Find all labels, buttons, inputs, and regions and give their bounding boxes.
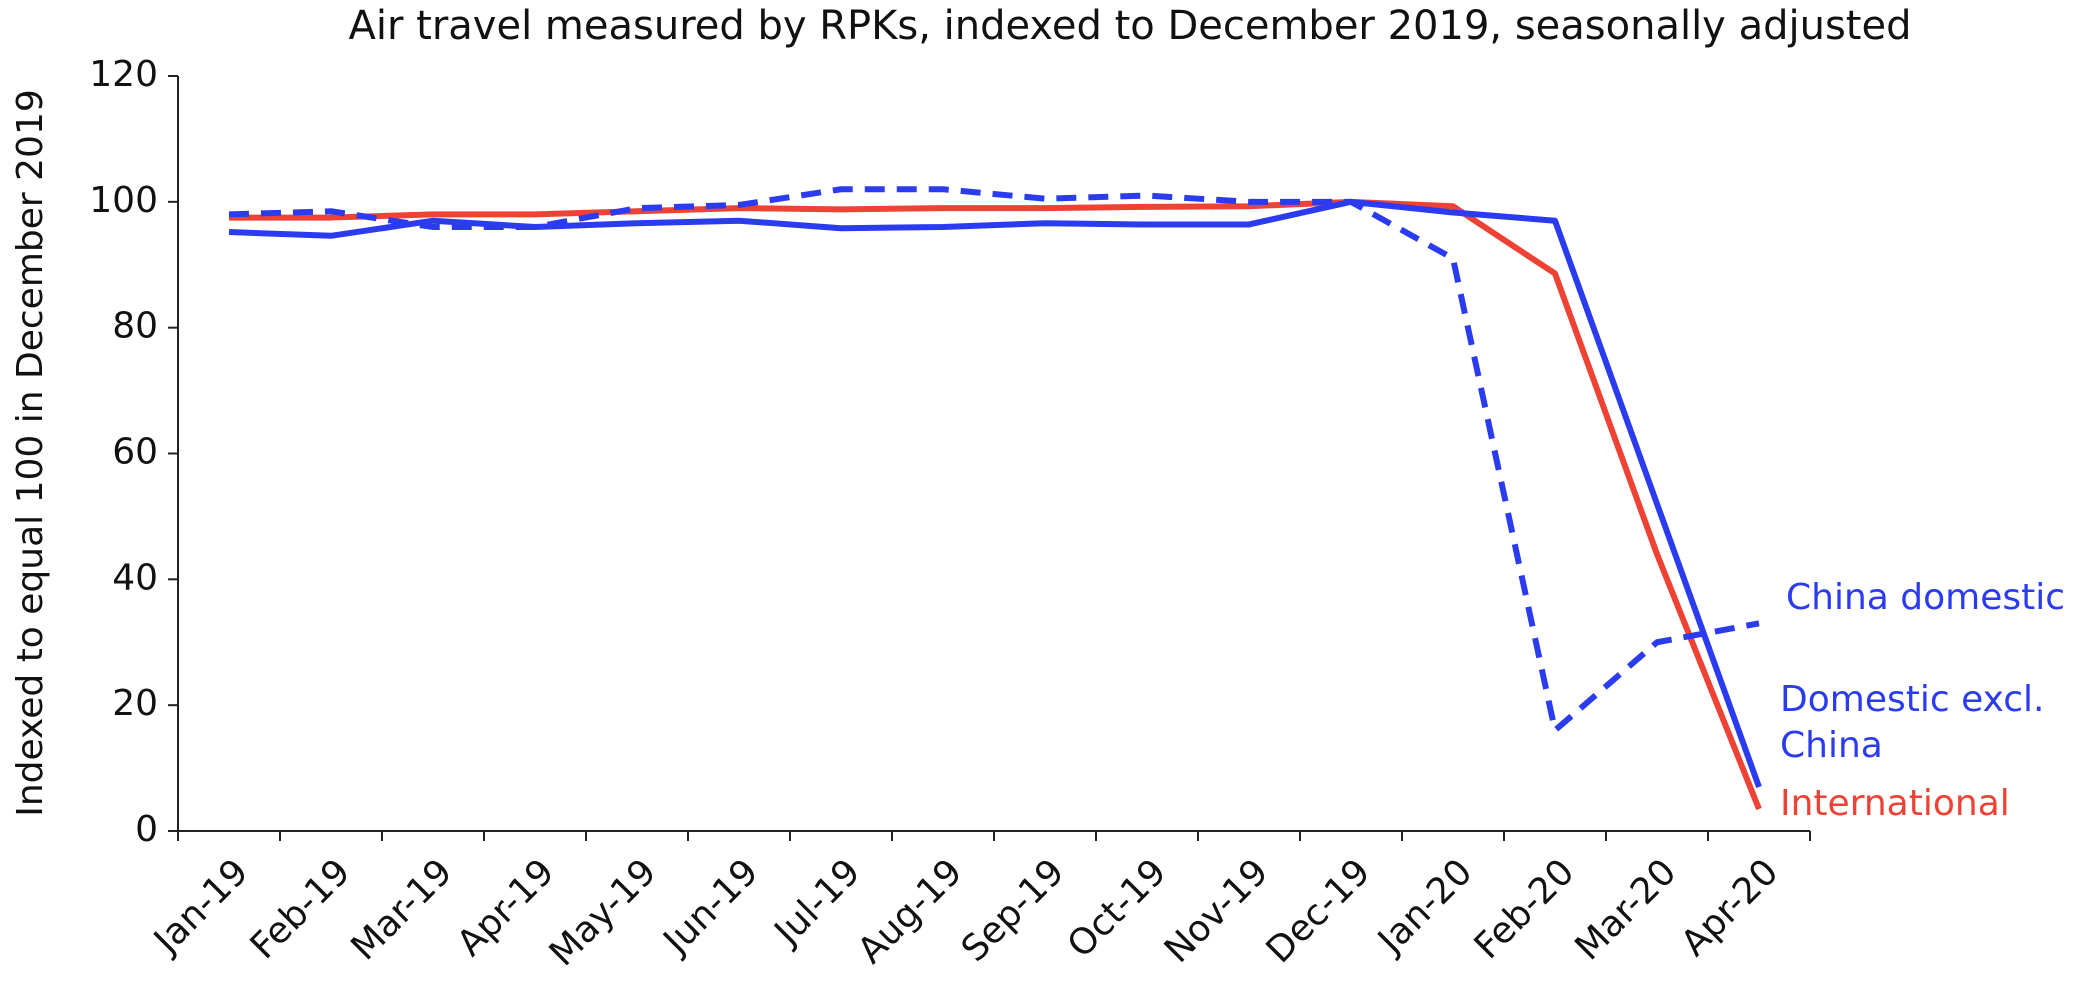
y-tick-label: 120 bbox=[89, 54, 158, 95]
x-tick-label: Mar-19 bbox=[343, 851, 460, 968]
y-tick-label: 20 bbox=[112, 683, 158, 724]
x-tick-label: Mar-20 bbox=[1567, 851, 1684, 968]
series-label: Domestic excl. China bbox=[1780, 679, 2045, 766]
chart-title: Air travel measured by RPKs, indexed to … bbox=[349, 3, 1912, 49]
x-tick-label: Oct-19 bbox=[1060, 851, 1175, 966]
line-series bbox=[228, 186, 1760, 734]
x-tick-label: Jun-19 bbox=[655, 851, 767, 963]
y-axis-label: Indexed to equal 100 in December 2019 bbox=[10, 89, 51, 817]
x-tick-label: Nov-19 bbox=[1157, 851, 1277, 971]
series-label: International bbox=[1780, 783, 2010, 824]
line-series bbox=[228, 198, 1762, 788]
x-tick-label: Sep-19 bbox=[954, 851, 1073, 970]
y-tick-label: 60 bbox=[112, 432, 158, 473]
x-tick-label: Feb-20 bbox=[1467, 851, 1583, 967]
x-tick-label: Dec-19 bbox=[1259, 851, 1379, 971]
x-tick-label: May-19 bbox=[542, 851, 665, 974]
x-tick-label: Jan-20 bbox=[1369, 851, 1480, 962]
x-tick-label: Aug-19 bbox=[850, 851, 970, 971]
y-tick-label: 100 bbox=[89, 180, 158, 221]
y-tick-label: 80 bbox=[112, 306, 158, 347]
series-label: China domestic bbox=[1786, 577, 2066, 618]
y-tick-label: 0 bbox=[135, 809, 158, 850]
line-series bbox=[229, 198, 1762, 811]
x-tick-label: Jan-19 bbox=[145, 851, 256, 962]
y-tick-label: 40 bbox=[112, 557, 158, 598]
x-tick-label: Feb-19 bbox=[243, 851, 359, 967]
x-tick-label: Apr-20 bbox=[1673, 851, 1786, 964]
